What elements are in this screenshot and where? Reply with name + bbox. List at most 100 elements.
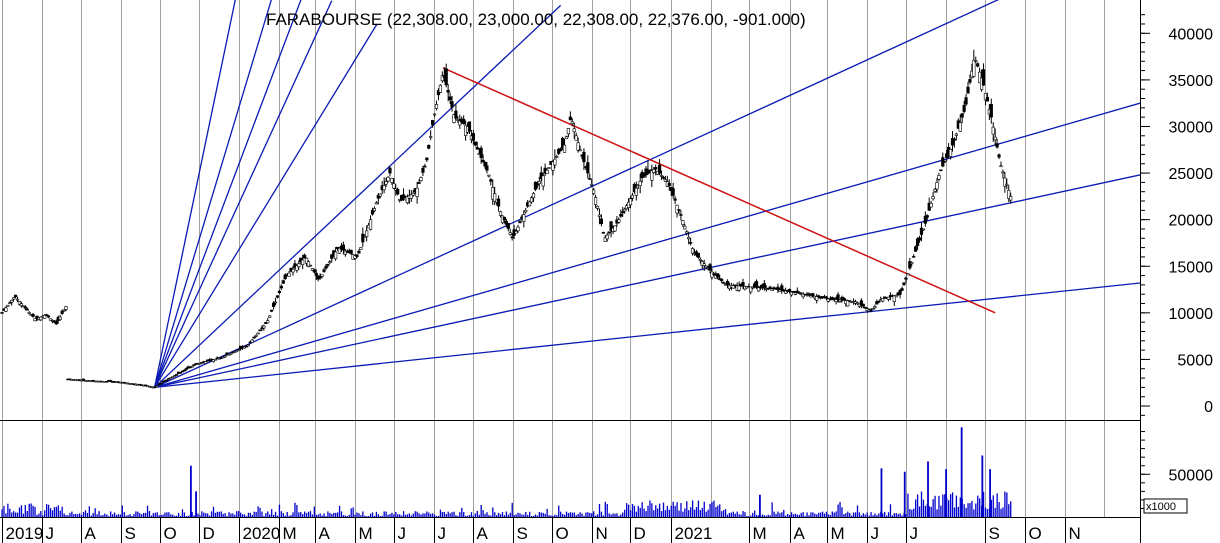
volume-bar — [241, 514, 244, 517]
volume-bar — [55, 506, 58, 517]
volume-bar — [626, 503, 628, 517]
candle-body — [696, 252, 700, 258]
volume-bar — [893, 513, 895, 517]
volume-bar — [453, 511, 455, 517]
candle-body — [427, 144, 431, 149]
volume-bar — [783, 509, 785, 517]
volume-bar — [581, 513, 583, 517]
volume-bar — [602, 515, 605, 517]
volume-bar — [530, 516, 533, 517]
volume-bar — [940, 505, 942, 517]
candle-body — [496, 198, 501, 207]
candle-body — [659, 175, 664, 177]
volume-bar — [637, 505, 639, 517]
volume-bar — [979, 498, 981, 517]
candle-body — [491, 187, 495, 200]
volume-bar — [269, 514, 271, 517]
volume-bar — [606, 503, 608, 517]
volume-bar — [127, 515, 129, 517]
volume-bar — [321, 515, 323, 517]
volume-bar — [88, 506, 90, 517]
volume-bar — [682, 511, 684, 517]
volume-bar — [387, 514, 389, 517]
volume-bar — [554, 514, 556, 517]
volume-bar — [465, 515, 467, 517]
candle-body — [256, 332, 260, 335]
volume-bar — [397, 514, 399, 517]
volume-bar — [98, 511, 100, 517]
candle-body — [440, 75, 444, 82]
volume-bar — [957, 506, 960, 517]
candle-body — [33, 318, 37, 322]
volume-bar — [916, 494, 919, 517]
volume-bar — [633, 505, 636, 517]
volume-bar — [272, 514, 275, 517]
volume-bar — [981, 455, 984, 517]
candle-body — [155, 385, 159, 388]
volume-bar — [812, 512, 814, 517]
volume-bar — [781, 512, 783, 517]
volume-bar — [422, 513, 424, 517]
candle-body — [576, 142, 580, 151]
volume-bar — [177, 512, 180, 517]
candle-body — [985, 96, 990, 102]
volume-bar — [100, 515, 102, 517]
candle-body — [211, 359, 216, 363]
volume-bar — [201, 511, 203, 517]
candle-body — [471, 133, 475, 141]
volume-bar — [800, 512, 802, 517]
candle-body — [330, 254, 334, 259]
volume-bar — [484, 513, 486, 517]
candle-body — [555, 155, 559, 158]
volume-bar — [327, 511, 329, 517]
candle-body — [921, 228, 925, 231]
volume-bar — [787, 513, 789, 517]
candle-body — [578, 149, 582, 152]
candle-body — [268, 315, 272, 318]
volume-bar — [416, 511, 418, 517]
volume-bar — [49, 508, 52, 517]
candle-body — [510, 236, 514, 239]
candle-body — [607, 231, 611, 234]
volume-bar — [536, 515, 539, 517]
candle-body — [281, 280, 285, 284]
volume-bar — [300, 512, 302, 517]
candle-body — [603, 237, 607, 242]
candle-body — [609, 221, 613, 231]
candle-body — [277, 290, 281, 293]
candle-body — [780, 285, 784, 291]
candle-body — [392, 183, 396, 189]
volume-bar — [722, 510, 725, 517]
volume-bar — [13, 511, 15, 517]
candle-body — [258, 329, 262, 332]
volume-bar — [851, 515, 853, 517]
volume-bar — [691, 500, 694, 517]
volume-bar — [121, 505, 123, 517]
candle-body — [559, 148, 563, 152]
volume-bar — [699, 510, 702, 517]
volume-bar — [849, 513, 851, 517]
volume-bar — [666, 505, 669, 517]
volume-bar — [75, 513, 77, 517]
volume-bar — [701, 507, 703, 517]
volume-bar — [796, 514, 799, 517]
candle-body — [960, 113, 964, 118]
volume-bar — [133, 513, 135, 517]
candle-body — [974, 60, 978, 62]
volume-bar — [880, 468, 883, 517]
volume-axis: 50000 — [1140, 431, 1213, 509]
candle-body — [720, 278, 724, 282]
candle-body — [401, 194, 406, 200]
candle-body — [498, 211, 503, 216]
volume-bar — [573, 512, 575, 517]
volume-bar — [775, 513, 777, 517]
candle-body — [473, 141, 477, 146]
candle-body — [386, 176, 390, 182]
volume-bar — [476, 510, 478, 517]
volume-bar — [352, 507, 354, 517]
volume-bar — [942, 494, 944, 517]
fan-line — [154, 4, 562, 388]
candle-body — [671, 188, 675, 196]
volume-bar — [852, 512, 855, 517]
volume-bar — [658, 503, 661, 517]
